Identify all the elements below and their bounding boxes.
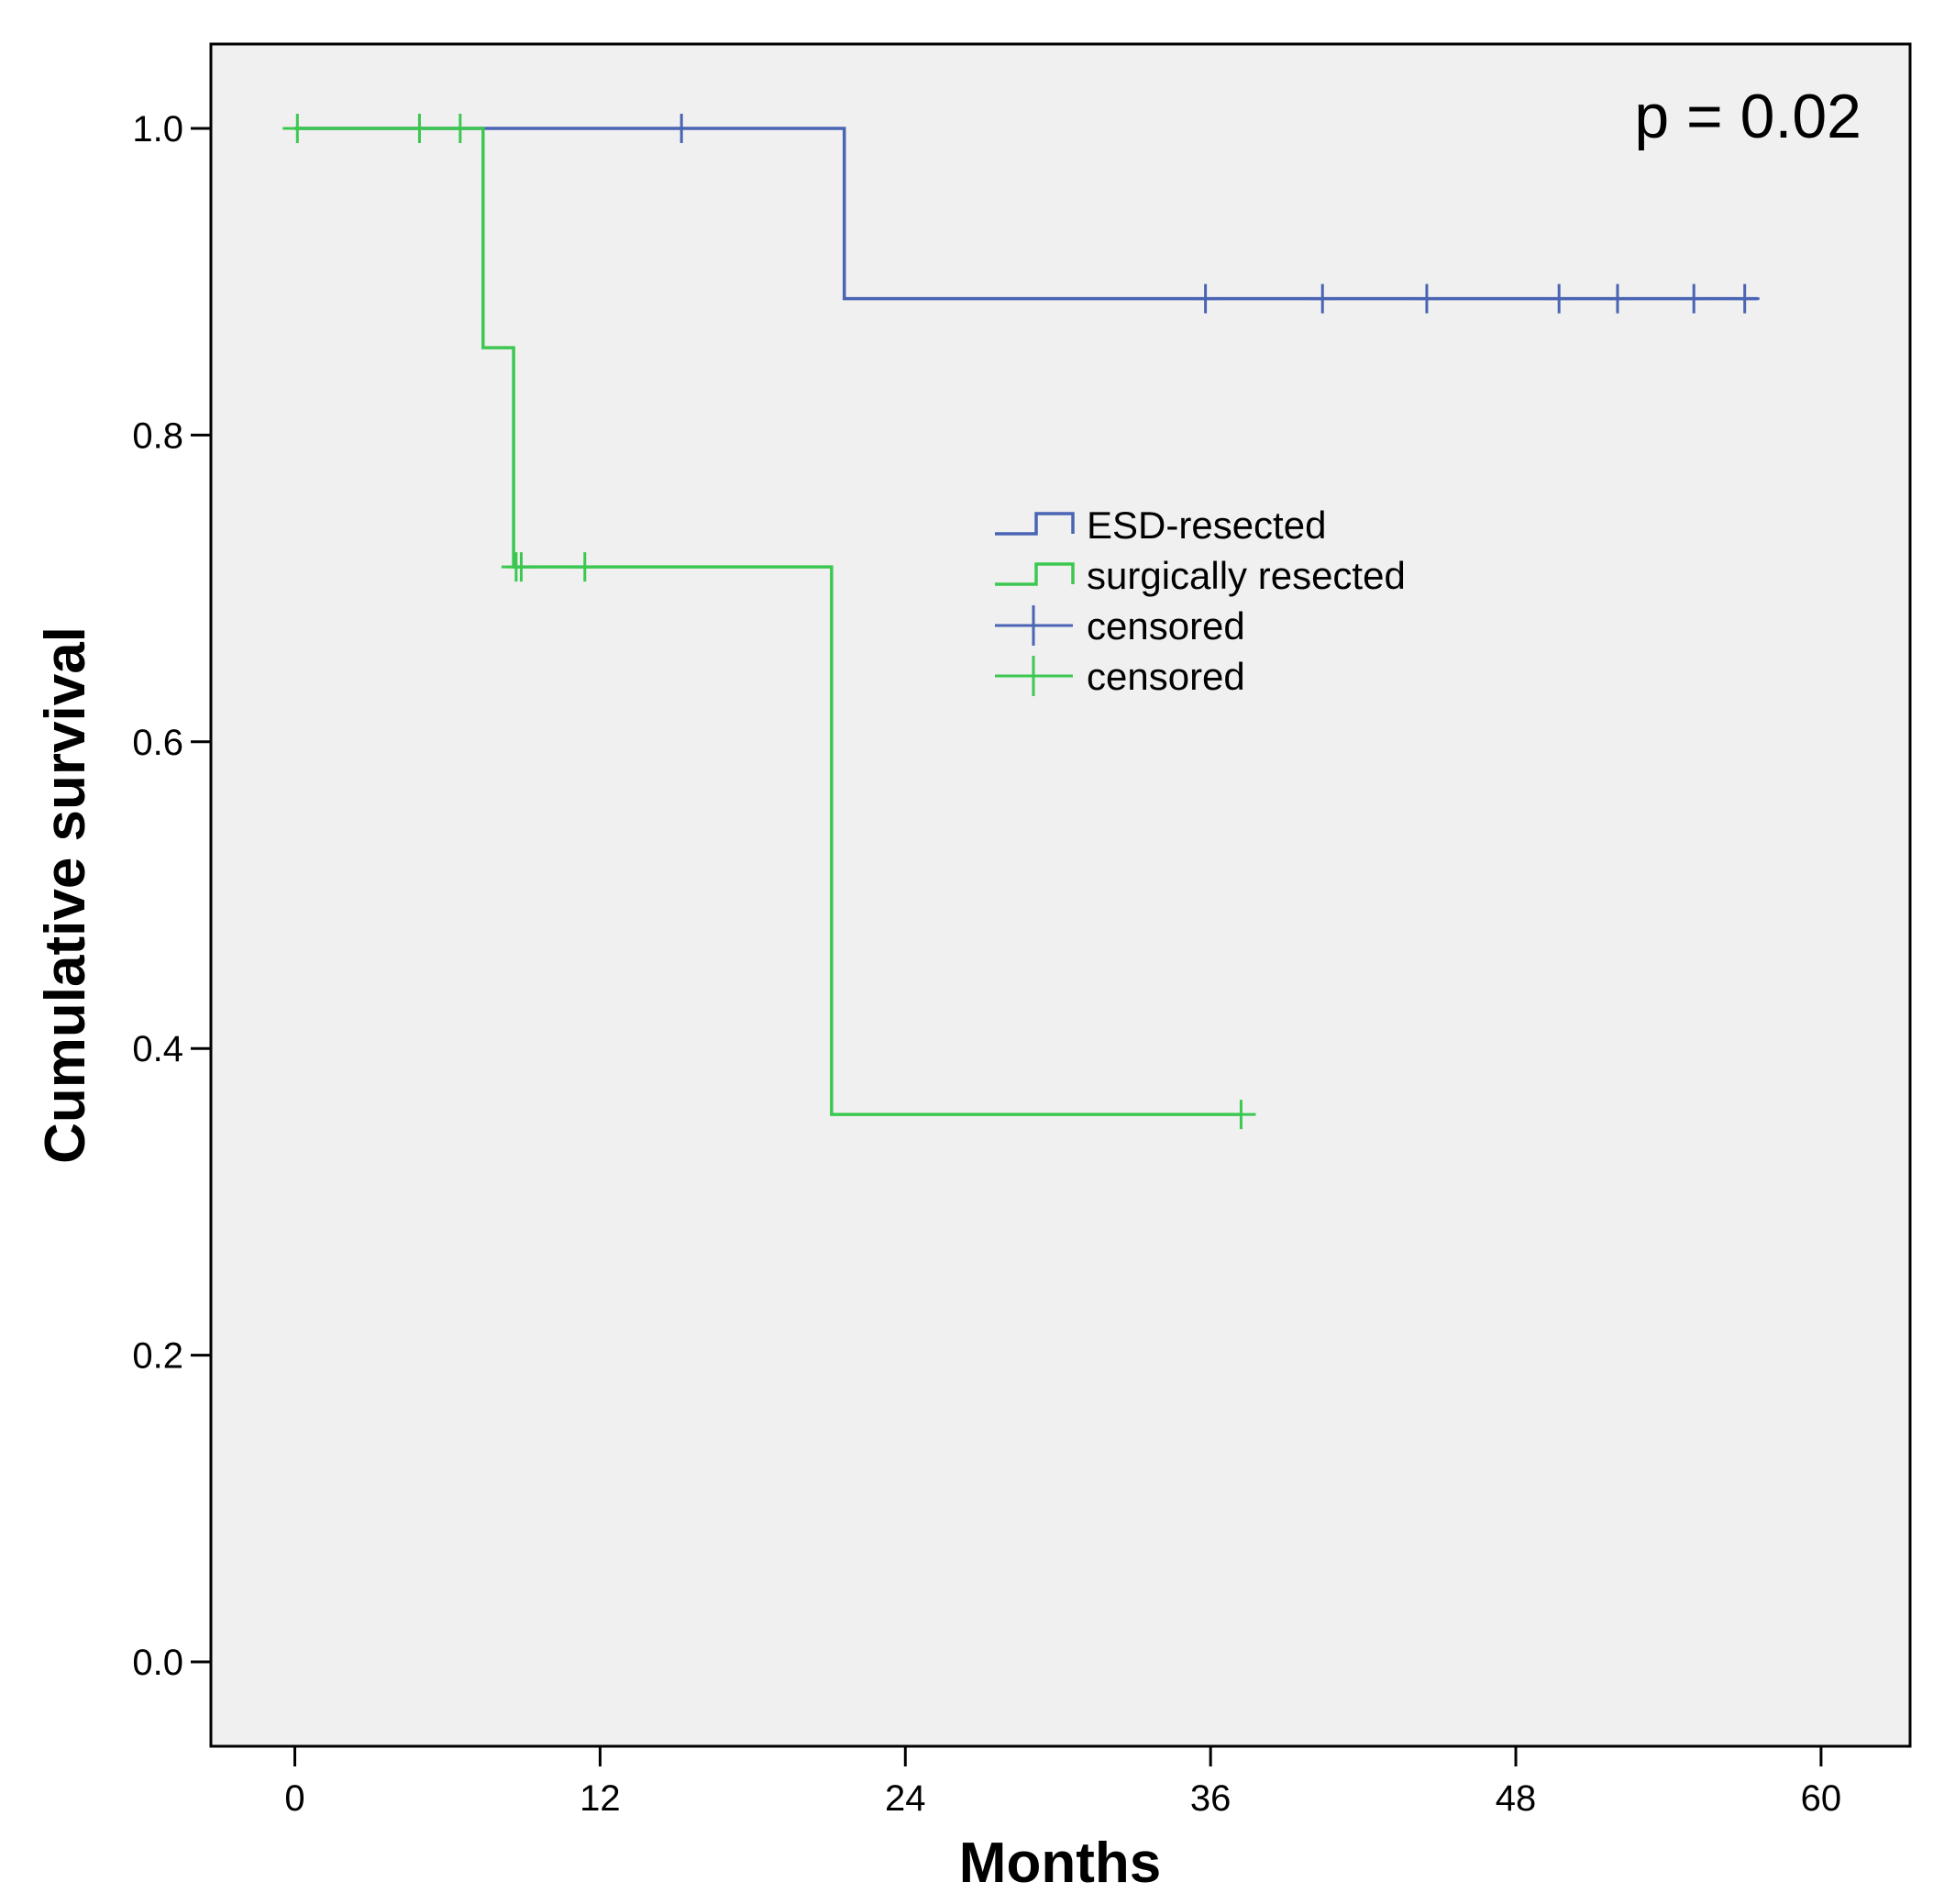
y-tick-label: 0.6 xyxy=(132,723,183,763)
x-tick-label: 60 xyxy=(1801,1778,1842,1819)
legend-label: ESD-resected xyxy=(1087,504,1326,547)
esd-censor-mark xyxy=(1308,283,1338,314)
y-tick-label: 0.2 xyxy=(132,1336,183,1377)
p-value-annotation: p = 0.02 xyxy=(1634,82,1861,151)
legend-step-swatch xyxy=(995,512,1075,536)
surgical-censor-mark xyxy=(282,113,313,143)
surgical-censor-mark xyxy=(445,113,475,143)
esd-censor-mark xyxy=(1679,283,1709,314)
plot-area xyxy=(209,42,1912,1748)
legend-cross-swatch xyxy=(995,605,1073,646)
esd-survival-curve xyxy=(294,127,1758,301)
y-tick-label: 0.0 xyxy=(132,1643,183,1683)
esd-censor-mark xyxy=(1729,283,1760,314)
x-tick-label: 36 xyxy=(1190,1778,1232,1819)
surgical-survival-curve xyxy=(294,127,1242,1116)
x-tick-label: 24 xyxy=(885,1778,926,1819)
censor-marks xyxy=(282,113,1760,1130)
legend-cross-swatch xyxy=(995,656,1073,696)
esd-censor-mark xyxy=(1411,283,1441,314)
legend-label: censored xyxy=(1087,604,1245,648)
legend-label: censored xyxy=(1087,655,1245,698)
esd-censor-mark xyxy=(667,113,697,143)
legend-label: surgically resected xyxy=(1087,554,1406,597)
x-tick-label: 12 xyxy=(580,1778,621,1819)
legend-step-swatch xyxy=(995,562,1075,586)
esd-censor-mark xyxy=(1603,283,1632,314)
x-tick-label: 0 xyxy=(284,1778,304,1819)
legend-item: censored xyxy=(995,655,1245,698)
legend-item: censored xyxy=(995,604,1245,648)
esd-censor-mark xyxy=(1190,283,1221,314)
surgical-censor-mark xyxy=(506,552,536,582)
legend-item: surgically resected xyxy=(995,554,1406,597)
esd-censor-mark xyxy=(1544,283,1574,314)
surgical-censor-mark xyxy=(1226,1100,1256,1130)
legend-item: ESD-resected xyxy=(995,504,1326,547)
surgical-censor-mark xyxy=(404,113,435,143)
x-tick-label: 48 xyxy=(1496,1778,1537,1819)
surgical-censor-mark xyxy=(569,552,600,582)
survival-curves xyxy=(294,127,1758,1116)
y-tick-label: 0.4 xyxy=(132,1029,183,1069)
x-axis: 0 12 24 36 48 60 xyxy=(284,1746,1841,1819)
x-axis-title: Months xyxy=(959,1832,1161,1895)
y-axis-title: Cumulative survival xyxy=(34,626,97,1164)
y-tick-label: 0.8 xyxy=(132,415,183,456)
y-tick-label: 1.0 xyxy=(132,109,183,149)
y-axis: 0.0 0.2 0.4 0.6 0.8 1.0 xyxy=(132,109,211,1683)
legend: ESD-resected surgically resected censored c… xyxy=(995,504,1406,698)
